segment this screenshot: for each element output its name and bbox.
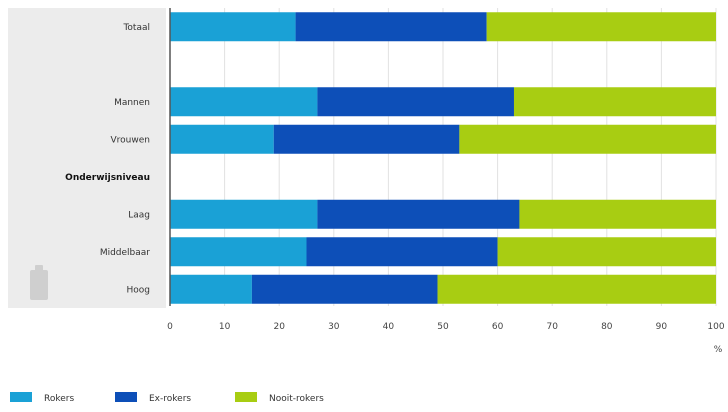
bar-segment [459, 124, 716, 154]
x-tick-label: 80 [601, 322, 613, 332]
x-tick-label: 40 [383, 322, 395, 332]
x-tick-label: 70 [546, 322, 558, 332]
x-tick-label: 100 [707, 322, 724, 332]
legend-label: Rokers [44, 394, 74, 404]
x-tick-label: 10 [219, 322, 231, 332]
x-axis-unit-label: % [714, 345, 723, 355]
category-label-panel [8, 8, 166, 308]
x-axis: 0 10 20 30 40 50 60 70 80 90 100 [167, 8, 725, 332]
category-label: Laag [128, 210, 150, 220]
bar-segment [437, 274, 716, 304]
category-label: Mannen [114, 98, 150, 108]
legend-label: Nooit-rokers [269, 394, 324, 404]
legend-swatch [115, 392, 137, 402]
bar-segment [273, 124, 460, 154]
bar-segment [317, 199, 520, 229]
category-label: Middelbaar [100, 248, 150, 258]
legend-swatch [235, 392, 257, 402]
bar-segment [170, 274, 252, 304]
x-tick-label: 90 [656, 322, 668, 332]
category-label: Vrouwen [111, 135, 150, 145]
bar-segment [306, 237, 498, 267]
category-label: Totaal [122, 23, 150, 33]
x-tick-label: 0 [167, 322, 173, 332]
bar-segment [170, 87, 318, 117]
x-tick-label: 50 [437, 322, 449, 332]
legend: Rokers Ex-rokers Nooit-rokers [10, 392, 324, 404]
bar-segment [513, 87, 716, 117]
bar-segment [497, 237, 716, 267]
document-icon [30, 265, 48, 300]
bar-segment [251, 274, 438, 304]
bar-segment [170, 12, 296, 42]
x-tick-label: 60 [492, 322, 504, 332]
category-labels: Totaal Mannen Vrouwen Onderwijsniveau Laag Mi… [65, 23, 150, 296]
bars [170, 12, 716, 304]
x-tick-label: 30 [328, 322, 340, 332]
group-label: Onderwijsniveau [65, 173, 150, 183]
bar-segment [295, 12, 487, 42]
legend-label: Ex-rokers [149, 394, 191, 404]
legend-swatch [10, 392, 32, 402]
bar-segment [317, 87, 514, 117]
category-label: Hoog [127, 285, 151, 295]
bar-segment [170, 199, 318, 229]
bar-segment [519, 199, 716, 229]
x-tick-label: 20 [273, 322, 285, 332]
bar-segment [170, 124, 274, 154]
bar-segment [486, 12, 716, 42]
bar-segment [170, 237, 307, 267]
